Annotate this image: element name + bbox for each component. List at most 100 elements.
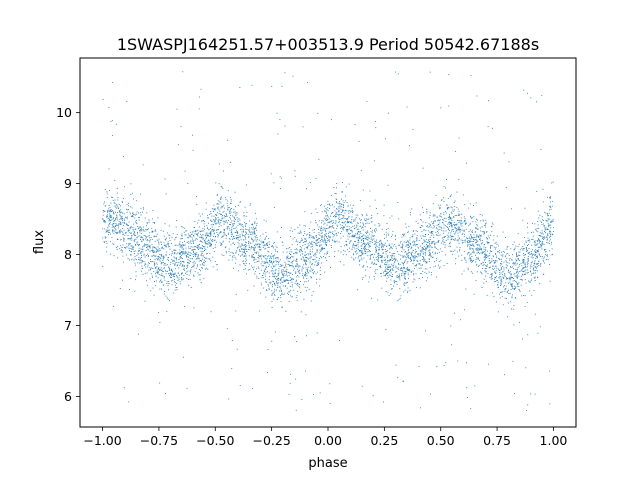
- data-point: [512, 280, 514, 282]
- data-point: [160, 267, 162, 269]
- data-point: [283, 280, 285, 281]
- data-point: [318, 226, 320, 228]
- data-point: [174, 279, 175, 280]
- data-point: [419, 263, 421, 264]
- data-point: [227, 209, 229, 211]
- data-point: [102, 214, 104, 216]
- data-point: [194, 230, 196, 231]
- data-point: [118, 204, 120, 206]
- data-point: [263, 270, 265, 272]
- data-point: [161, 243, 162, 245]
- data-point: [458, 228, 460, 230]
- data-point: [170, 269, 172, 271]
- data-point: [223, 223, 225, 225]
- data-point: [288, 275, 290, 277]
- data-point: [118, 221, 120, 222]
- data-point: [466, 222, 467, 224]
- data-point: [448, 227, 449, 229]
- data-point: [505, 288, 507, 290]
- data-point: [150, 237, 152, 239]
- data-point: [336, 201, 337, 203]
- data-point: [298, 284, 300, 286]
- data-point: [202, 238, 204, 240]
- data-point: [360, 232, 362, 234]
- data-point: [436, 224, 438, 226]
- data-point: [259, 245, 261, 247]
- data-point: [335, 215, 336, 217]
- data-point: [359, 264, 361, 266]
- data-point: [203, 230, 205, 232]
- data-point: [408, 245, 410, 247]
- data-point: [549, 231, 551, 233]
- data-point: [480, 234, 481, 236]
- data-point: [480, 230, 481, 232]
- data-point: [506, 291, 508, 293]
- data-point: [189, 247, 191, 249]
- data-point: [491, 275, 493, 277]
- data-point: [464, 257, 466, 259]
- data-point: [142, 207, 144, 209]
- data-point: [498, 245, 500, 247]
- data-point: [113, 223, 114, 225]
- data-point: [362, 253, 364, 255]
- data-point: [526, 302, 528, 303]
- data-point: [289, 265, 291, 267]
- data-point: [400, 268, 402, 270]
- data-point: [522, 262, 524, 264]
- data-point: [277, 263, 279, 265]
- data-point: [244, 249, 246, 251]
- data-point: [375, 127, 377, 129]
- data-point: [526, 264, 528, 266]
- data-point: [458, 137, 460, 139]
- data-point: [293, 269, 294, 271]
- data-point: [423, 229, 425, 231]
- data-point: [152, 261, 154, 262]
- data-point: [189, 235, 191, 237]
- data-point: [224, 229, 225, 231]
- data-point: [470, 215, 472, 217]
- data-point: [229, 161, 231, 163]
- data-point: [199, 240, 201, 242]
- data-point: [405, 226, 407, 228]
- data-point: [281, 241, 283, 243]
- data-point: [113, 243, 115, 245]
- data-point: [307, 270, 309, 272]
- data-point: [438, 208, 440, 210]
- data-point: [176, 283, 178, 285]
- data-point: [215, 219, 217, 220]
- data-point: [123, 239, 125, 240]
- data-point: [327, 235, 329, 237]
- data-point: [213, 219, 214, 221]
- data-point: [549, 264, 551, 265]
- data-point: [495, 280, 497, 282]
- data-point: [243, 230, 244, 232]
- data-point: [534, 242, 536, 244]
- data-point: [284, 125, 286, 127]
- data-point: [524, 264, 526, 266]
- data-point: [220, 219, 221, 221]
- data-point: [288, 291, 290, 293]
- data-point: [154, 235, 156, 237]
- data-point: [537, 332, 539, 334]
- data-point: [206, 267, 208, 269]
- data-point: [535, 257, 537, 259]
- data-point: [396, 280, 398, 282]
- data-point: [462, 194, 464, 196]
- data-point: [436, 231, 438, 232]
- data-point: [361, 385, 363, 387]
- data-point: [305, 271, 307, 273]
- data-point: [407, 241, 409, 243]
- data-point: [538, 234, 540, 236]
- data-point: [475, 248, 477, 250]
- data-point: [465, 261, 467, 263]
- data-point: [501, 251, 503, 253]
- data-point: [487, 255, 489, 257]
- data-point: [396, 267, 398, 269]
- data-point: [491, 273, 493, 275]
- data-point: [259, 273, 261, 275]
- data-point: [313, 253, 315, 255]
- data-point: [179, 246, 181, 248]
- data-point: [533, 241, 535, 243]
- data-point: [239, 219, 241, 221]
- data-point: [157, 277, 159, 279]
